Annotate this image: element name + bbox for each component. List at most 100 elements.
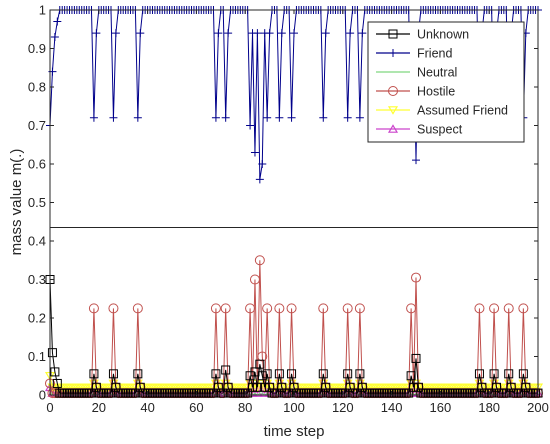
data-point-hostile <box>406 303 417 314</box>
data-point-friend <box>92 29 101 38</box>
y-tick-label: 0.6 <box>28 157 46 172</box>
data-point-unknown <box>501 388 511 398</box>
data-point-unknown <box>106 388 116 398</box>
data-point-unknown <box>506 382 516 392</box>
x-tick-label: 100 <box>283 400 305 415</box>
data-point-friend <box>258 160 267 168</box>
data-point-unknown <box>111 382 121 392</box>
data-point-friend <box>89 113 98 122</box>
x-tick-label: 60 <box>189 400 203 415</box>
legend-entry-assumed-friend: Assumed Friend <box>376 104 508 118</box>
legend-label: Friend <box>417 47 452 61</box>
y-tick-label: 0.7 <box>28 118 46 133</box>
x-tick-label: 200 <box>527 400 549 415</box>
data-point-friend <box>343 113 352 122</box>
y-tick-label: 0.9 <box>28 41 46 56</box>
data-point-unknown <box>287 369 297 379</box>
data-point-hostile <box>245 303 256 314</box>
y-tick-label: 0.8 <box>28 80 46 95</box>
data-point-hostile <box>88 303 99 314</box>
data-point-unknown <box>489 369 499 379</box>
data-point-hostile <box>354 303 365 314</box>
data-point-hostile <box>489 303 500 314</box>
legend-entry-friend: Friend <box>376 47 452 61</box>
data-point-hostile <box>132 303 143 314</box>
data-point-friend <box>275 113 284 122</box>
legend-entry-hostile: Hostile <box>376 85 455 99</box>
data-point-friend <box>346 29 355 38</box>
data-point-unknown <box>91 382 101 392</box>
series-unknown <box>45 275 543 398</box>
legend-swatch-marker <box>387 124 399 133</box>
data-point-hostile <box>249 274 260 285</box>
data-point-unknown <box>252 382 262 392</box>
data-point-unknown <box>243 388 253 398</box>
data-point-unknown <box>108 369 118 379</box>
data-point-unknown <box>406 371 416 381</box>
y-tick-label: 0.5 <box>28 195 46 210</box>
data-point-unknown <box>284 388 294 398</box>
y-axis-label: mass value m(.) <box>8 149 25 256</box>
data-point-unknown <box>321 382 331 392</box>
data-point-unknown <box>411 353 421 363</box>
legend-label: Neutral <box>417 66 457 80</box>
data-point-friend <box>287 113 296 122</box>
data-point-hostile <box>257 351 268 362</box>
data-point-unknown <box>492 382 502 392</box>
legend-label: Suspect <box>417 123 463 137</box>
data-point-friend <box>319 113 328 122</box>
legend-box <box>367 21 525 143</box>
data-point-unknown <box>248 382 258 392</box>
y-tick-label: 0.1 <box>28 349 46 364</box>
data-point-unknown <box>472 388 482 398</box>
data-point-friend <box>290 29 298 38</box>
x-tick-label: 40 <box>140 400 154 415</box>
legend-label: Assumed Friend <box>417 104 508 118</box>
data-point-unknown <box>352 388 362 398</box>
data-point-hostile <box>210 303 221 314</box>
y-tick-label: 0.2 <box>28 311 46 326</box>
data-point-unknown <box>262 369 272 379</box>
data-point-hostile <box>286 303 297 314</box>
data-point-unknown <box>318 369 328 379</box>
data-point-unknown <box>340 388 350 398</box>
data-point-unknown <box>272 388 282 398</box>
data-point-unknown <box>355 369 365 379</box>
x-tick-label: 20 <box>92 400 106 415</box>
data-point-friend <box>224 29 233 38</box>
data-point-friend <box>358 29 367 38</box>
data-point-friend <box>214 29 223 38</box>
legend-swatch-marker <box>387 106 399 115</box>
y-tick-label: 0.4 <box>28 234 46 249</box>
legend: Unknown Friend Neutral Hostile Assumed Frien… <box>367 21 525 143</box>
data-point-unknown <box>504 369 514 379</box>
data-point-hostile <box>254 255 265 266</box>
data-point-unknown <box>343 369 353 379</box>
data-point-unknown <box>130 388 140 398</box>
data-point-friend <box>246 121 255 130</box>
data-point-hostile <box>474 303 485 314</box>
data-point-friend <box>250 148 259 157</box>
data-point-unknown <box>208 388 218 398</box>
data-point-friend <box>211 113 220 122</box>
data-point-unknown <box>86 388 96 398</box>
data-point-friend <box>136 29 145 38</box>
legend-entry-neutral: Neutral <box>376 66 457 80</box>
x-tick-label: 180 <box>478 400 500 415</box>
data-point-hostile <box>108 303 119 314</box>
data-point-unknown <box>516 388 526 398</box>
data-point-friend <box>321 29 330 38</box>
x-tick-label: 120 <box>332 400 354 415</box>
data-point-unknown <box>133 369 143 379</box>
data-point-friend <box>265 29 274 38</box>
data-point-hostile <box>503 303 514 314</box>
y-tick-label: 0 <box>39 388 46 403</box>
data-point-unknown <box>50 367 60 377</box>
axes-layer: 0 20 40 60 80 100 120 140 160 180 200 0 0.1 0.2 0.3 0.4… <box>28 3 549 416</box>
data-point-friend <box>53 17 62 26</box>
data-point-unknown <box>213 382 223 392</box>
data-point-unknown <box>487 388 497 398</box>
data-point-unknown <box>257 371 267 381</box>
legend-entry-unknown: Unknown <box>376 28 469 42</box>
